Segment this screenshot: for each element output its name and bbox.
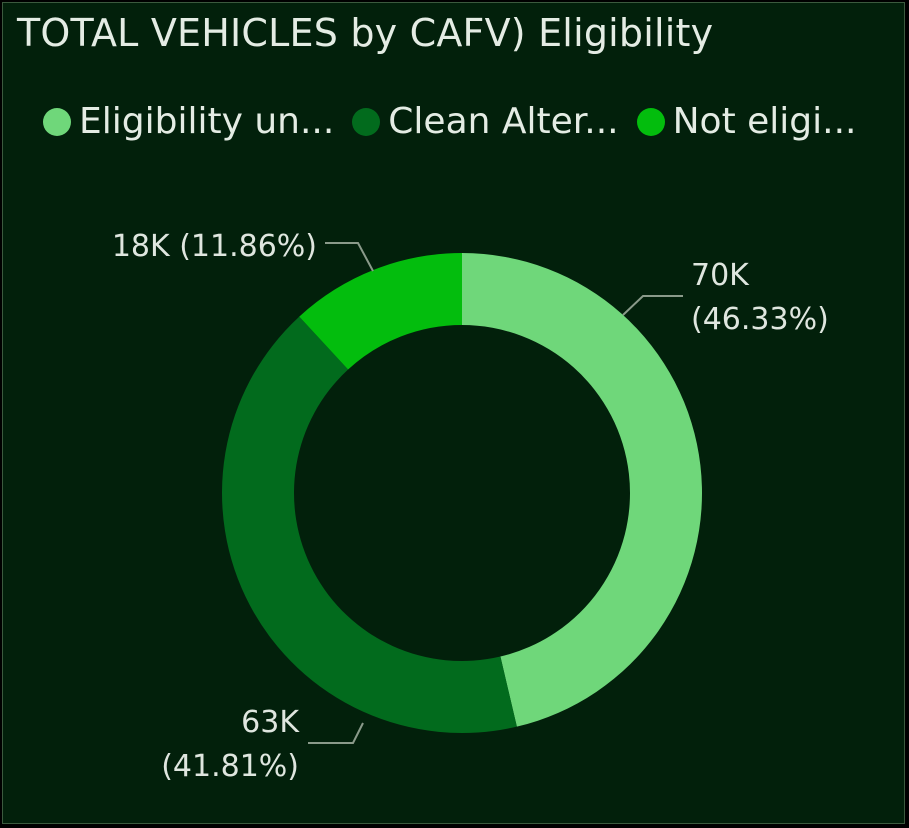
- legend-dot-icon: [636, 107, 665, 136]
- legend-dot-icon: [352, 107, 381, 136]
- donut-slice-clean-alternative[interactable]: [221, 316, 517, 734]
- legend-item-not-eligible[interactable]: Not eligi...: [636, 101, 857, 142]
- leader-line-not-eligible: [325, 242, 374, 272]
- data-label-clean-alternative-percent: (41.81%): [161, 749, 299, 784]
- chart-title: TOTAL VEHICLES by CAFV) Eligibility: [17, 11, 714, 55]
- donut-chart: 70K (46.33%) 63K (41.81%) 18K (11.86%): [112, 229, 829, 784]
- leader-line-clean-alternative: [308, 722, 364, 744]
- donut-slices: [221, 253, 703, 734]
- legend-dot-icon: [43, 107, 71, 136]
- legend-item-clean-alternative[interactable]: Clean Alter...: [352, 101, 619, 142]
- legend: Eligibility un... Clean Alter... Not eli…: [43, 101, 874, 142]
- legend-item-eligibility-unknown[interactable]: Eligibility un...: [43, 101, 334, 142]
- legend-label: Clean Alter...: [388, 101, 619, 142]
- leader-line-eligibility-unknown: [622, 295, 683, 316]
- donut-slice-not-eligible[interactable]: [299, 253, 462, 370]
- legend-label: Not eligi...: [672, 101, 857, 142]
- data-label-eligibility-unknown-value: 70K: [691, 258, 750, 293]
- data-label-clean-alternative-value: 63K: [241, 705, 300, 740]
- donut-slice-eligibility-unknown[interactable]: [462, 253, 703, 727]
- legend-label: Eligibility un...: [79, 101, 335, 142]
- data-label-eligibility-unknown-percent: (46.33%): [691, 302, 829, 337]
- data-label-not-eligible: 18K (11.86%): [112, 229, 317, 264]
